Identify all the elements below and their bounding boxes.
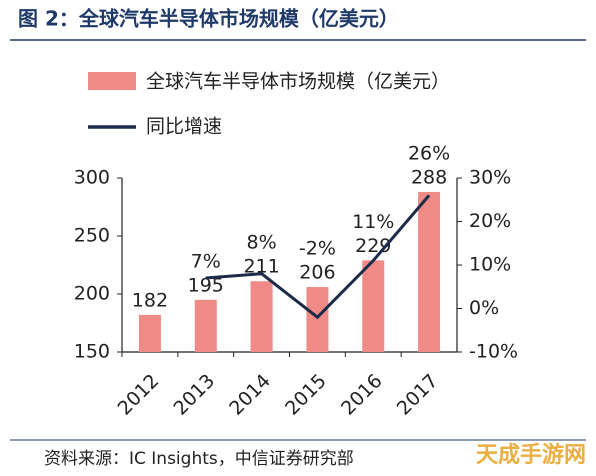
source: 资料来源：IC Insights，中信证券研究部 bbox=[44, 449, 354, 469]
x-tick-label: 2015 bbox=[281, 370, 331, 420]
bar-value-label: 182 bbox=[132, 289, 168, 311]
x-tick-label: 2013 bbox=[169, 370, 219, 420]
line-value-label: 8% bbox=[247, 232, 277, 254]
y-tick-label: 200 bbox=[74, 283, 110, 305]
bar-value-label: 206 bbox=[299, 262, 335, 284]
legend-swatch bbox=[88, 72, 136, 90]
line-value-label: 7% bbox=[191, 250, 221, 272]
x-tick-label: 2014 bbox=[225, 370, 275, 420]
bar bbox=[418, 191, 441, 352]
line-value-label: 11% bbox=[352, 211, 394, 233]
y2-tick-label: 10% bbox=[469, 254, 511, 276]
bar-value-label: 211 bbox=[243, 256, 279, 278]
bar bbox=[194, 299, 217, 352]
bar bbox=[362, 260, 385, 352]
bar bbox=[138, 314, 161, 352]
y2-tick-label: 20% bbox=[469, 210, 511, 232]
chart-title: 图 2：全球汽车半导体市场规模（亿美元） bbox=[18, 7, 399, 31]
x-tick-label: 2016 bbox=[337, 370, 387, 420]
y2-tick-label: 0% bbox=[469, 297, 499, 319]
y-tick-label: 150 bbox=[74, 341, 110, 363]
legend-label: 全球汽车半导体市场规模（亿美元） bbox=[146, 71, 450, 93]
legend-label: 同比增速 bbox=[146, 116, 222, 138]
line-value-label: 26% bbox=[408, 142, 450, 164]
y2-tick-label: -10% bbox=[469, 341, 518, 363]
line-value-label: -2% bbox=[299, 238, 336, 260]
y2-tick-label: 30% bbox=[469, 167, 511, 189]
bar-value-label: 288 bbox=[411, 166, 447, 188]
bar bbox=[306, 287, 329, 352]
line bbox=[205, 194, 431, 320]
y-tick-label: 250 bbox=[74, 225, 110, 247]
x-tick-label: 2017 bbox=[393, 370, 443, 420]
x-tick-label: 2012 bbox=[114, 370, 164, 420]
bar-value-label: 195 bbox=[188, 274, 224, 296]
y-tick-label: 300 bbox=[74, 167, 110, 189]
watermark: 天成手游网 bbox=[476, 442, 586, 468]
bar bbox=[250, 281, 273, 352]
